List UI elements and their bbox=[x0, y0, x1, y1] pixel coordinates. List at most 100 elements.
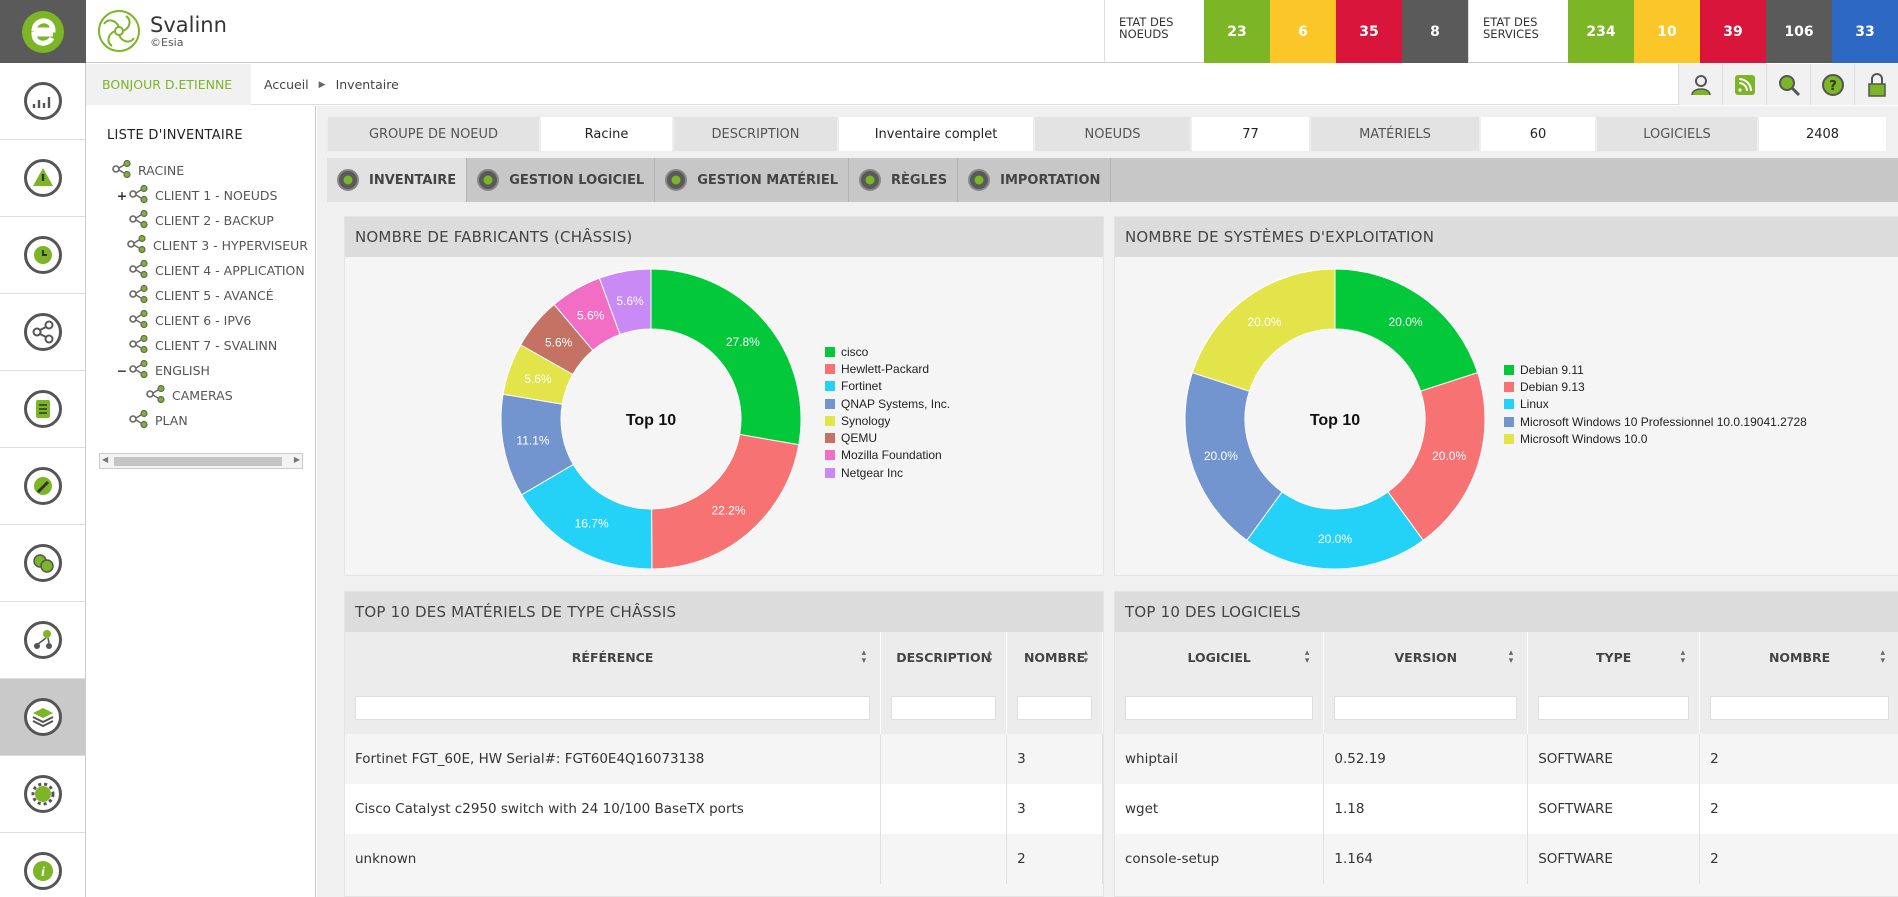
tree-toggle-icon[interactable]: − bbox=[116, 363, 128, 378]
table-row[interactable]: console-setup 1.164 SOFTWARE 2 bbox=[1115, 834, 1898, 884]
horizontal-scrollbar[interactable]: ◀ ▶ bbox=[99, 453, 303, 469]
nav-dashboard[interactable] bbox=[0, 63, 85, 140]
nodes-status-box[interactable]: 23 bbox=[1204, 0, 1270, 63]
nav-users[interactable] bbox=[0, 525, 85, 602]
column-header[interactable]: RÉFÉRENCE ▴ ▾ bbox=[345, 632, 882, 682]
tree-node[interactable]: − ENGLISH bbox=[98, 358, 308, 383]
column-header[interactable]: NOMBRE ▴ ▾ bbox=[1699, 632, 1898, 682]
column-filter-input[interactable] bbox=[891, 696, 997, 720]
tree-node[interactable]: CLIENT 5 - AVANCÉ bbox=[98, 283, 308, 308]
tree-node[interactable]: CLIENT 6 - IPV6 bbox=[98, 308, 308, 333]
legend-item[interactable]: cisco bbox=[825, 343, 950, 360]
legend-item[interactable]: Linux bbox=[1504, 396, 1807, 413]
nav-alert[interactable] bbox=[0, 140, 85, 217]
scroll-thumb[interactable] bbox=[114, 457, 282, 466]
table-row[interactable]: unknown 2 bbox=[345, 834, 1103, 884]
legend-item[interactable]: QEMU bbox=[825, 429, 950, 446]
nav-workflow[interactable] bbox=[0, 602, 85, 679]
pie-slice[interactable] bbox=[651, 433, 800, 570]
help-button[interactable]: ? bbox=[1810, 64, 1854, 105]
column-header[interactable]: TYPE ▴ ▾ bbox=[1527, 632, 1701, 682]
nav-share[interactable] bbox=[0, 294, 85, 371]
pie-slice[interactable] bbox=[650, 268, 802, 446]
legend-item[interactable]: Hewlett-Packard bbox=[825, 360, 950, 377]
scroll-right-icon[interactable]: ▶ bbox=[293, 455, 300, 464]
column-filter-input[interactable] bbox=[355, 696, 871, 720]
tree-node[interactable]: CLIENT 4 - APPLICATION bbox=[98, 258, 308, 283]
sort-icon[interactable]: ▴ ▾ bbox=[861, 648, 867, 666]
column-header[interactable]: VERSION ▴ ▾ bbox=[1323, 632, 1529, 682]
tab-layers[interactable]: INVENTAIRE bbox=[327, 158, 468, 202]
legend-item[interactable]: Synology bbox=[825, 412, 950, 429]
tab-software[interactable]: GESTION LOGICIEL bbox=[467, 158, 656, 202]
pie-slice[interactable] bbox=[1191, 268, 1336, 392]
services-status-box[interactable]: 39 bbox=[1700, 0, 1766, 63]
services-status-box[interactable]: 106 bbox=[1766, 0, 1832, 63]
svg-text:i: i bbox=[41, 865, 45, 880]
nav-inventory[interactable] bbox=[0, 679, 85, 756]
lock-button[interactable] bbox=[1854, 64, 1898, 105]
nav-satellite[interactable] bbox=[0, 448, 85, 525]
table-row[interactable]: Fortinet FGT_60E, HW Serial#: FGT60E4Q16… bbox=[345, 734, 1103, 784]
sort-icon[interactable]: ▴ ▾ bbox=[1680, 648, 1686, 666]
sort-icon[interactable]: ▴ ▾ bbox=[1083, 648, 1088, 666]
column-filter-input[interactable] bbox=[1334, 696, 1518, 720]
legend-item[interactable]: Netgear Inc bbox=[825, 464, 950, 481]
table-row[interactable]: wget 1.18 SOFTWARE 2 bbox=[1115, 784, 1898, 834]
legend-item[interactable]: Debian 9.11 bbox=[1504, 361, 1807, 378]
legend-item[interactable]: Microsoft Windows 10 Professionnel 10.0.… bbox=[1504, 413, 1807, 430]
services-status-box[interactable]: 234 bbox=[1568, 0, 1634, 63]
tree-node[interactable]: PLAN bbox=[98, 408, 308, 433]
nodes-status-box[interactable]: 6 bbox=[1270, 0, 1336, 63]
rss-button[interactable] bbox=[1722, 64, 1766, 105]
search-button[interactable] bbox=[1766, 64, 1810, 105]
esia-logo[interactable] bbox=[0, 0, 86, 63]
user-greeting[interactable]: BONJOUR D.ETIENNE bbox=[86, 64, 251, 105]
sort-icon[interactable]: ▴ ▾ bbox=[1304, 648, 1310, 666]
nav-history[interactable] bbox=[0, 217, 85, 294]
nodes-status-box[interactable]: 8 bbox=[1402, 0, 1468, 63]
table-row[interactable]: whiptail 0.52.19 SOFTWARE 2 bbox=[1115, 734, 1898, 784]
column-filter-input[interactable] bbox=[1125, 696, 1314, 720]
legend-item[interactable]: Mozilla Foundation bbox=[825, 447, 950, 464]
tree-toggle-icon[interactable]: + bbox=[116, 188, 128, 203]
tree-node[interactable]: CLIENT 7 - SVALINN bbox=[98, 333, 308, 358]
pie-slice[interactable] bbox=[598, 268, 652, 336]
tree-node[interactable]: CAMERAS bbox=[98, 383, 308, 408]
nav-report[interactable] bbox=[0, 371, 85, 448]
column-filter-input[interactable] bbox=[1017, 696, 1092, 720]
user-button[interactable] bbox=[1678, 64, 1722, 105]
tab-download[interactable]: IMPORTATION bbox=[958, 158, 1112, 202]
sort-icon[interactable]: ▴ ▾ bbox=[1508, 648, 1514, 666]
tree-node[interactable]: + CLIENT 1 - NOEUDS bbox=[98, 183, 308, 208]
sort-icon[interactable]: ▴ ▾ bbox=[987, 648, 993, 666]
table-cell: unknown bbox=[345, 834, 882, 884]
legend-item[interactable]: QNAP Systems, Inc. bbox=[825, 395, 950, 412]
tree-node[interactable]: CLIENT 2 - BACKUP bbox=[98, 208, 308, 233]
pie-slice[interactable] bbox=[1334, 268, 1479, 392]
nodes-status-box[interactable]: 35 bbox=[1336, 0, 1402, 63]
column-header[interactable]: NOMBRE ▴ ▾ bbox=[1006, 632, 1103, 682]
services-status-box[interactable]: 10 bbox=[1634, 0, 1700, 63]
legend-label: Debian 9.11 bbox=[1520, 362, 1584, 377]
table-row[interactable]: Cisco Catalyst c2950 switch with 24 10/1… bbox=[345, 784, 1103, 834]
brand[interactable]: Svalinn ©Esia bbox=[96, 8, 227, 54]
tab-rules[interactable]: RÈGLES bbox=[849, 158, 959, 202]
table-cell: 2 bbox=[1699, 734, 1898, 784]
tab-hardware[interactable]: GESTION MATÉRIEL bbox=[655, 158, 850, 202]
nav-settings[interactable] bbox=[0, 756, 85, 833]
tree-node[interactable]: CLIENT 3 - HYPERVISEUR bbox=[98, 233, 308, 258]
legend-item[interactable]: Fortinet bbox=[825, 378, 950, 395]
scroll-left-icon[interactable]: ◀ bbox=[102, 455, 109, 464]
column-header[interactable]: LOGICIEL ▴ ▾ bbox=[1115, 632, 1325, 682]
tree-node[interactable]: RACINE bbox=[98, 158, 308, 183]
services-status-box[interactable]: 33 bbox=[1832, 0, 1898, 63]
legend-item[interactable]: Microsoft Windows 10.0 bbox=[1504, 430, 1807, 447]
legend-item[interactable]: Debian 9.13 bbox=[1504, 378, 1807, 395]
column-filter-input[interactable] bbox=[1710, 696, 1889, 720]
breadcrumb-home[interactable]: Accueil bbox=[264, 77, 309, 92]
nav-info[interactable]: i bbox=[0, 833, 85, 897]
sort-icon[interactable]: ▴ ▾ bbox=[1880, 648, 1885, 666]
column-filter-input[interactable] bbox=[1538, 696, 1690, 720]
column-header[interactable]: DESCRIPTION ▴ ▾ bbox=[880, 632, 1008, 682]
